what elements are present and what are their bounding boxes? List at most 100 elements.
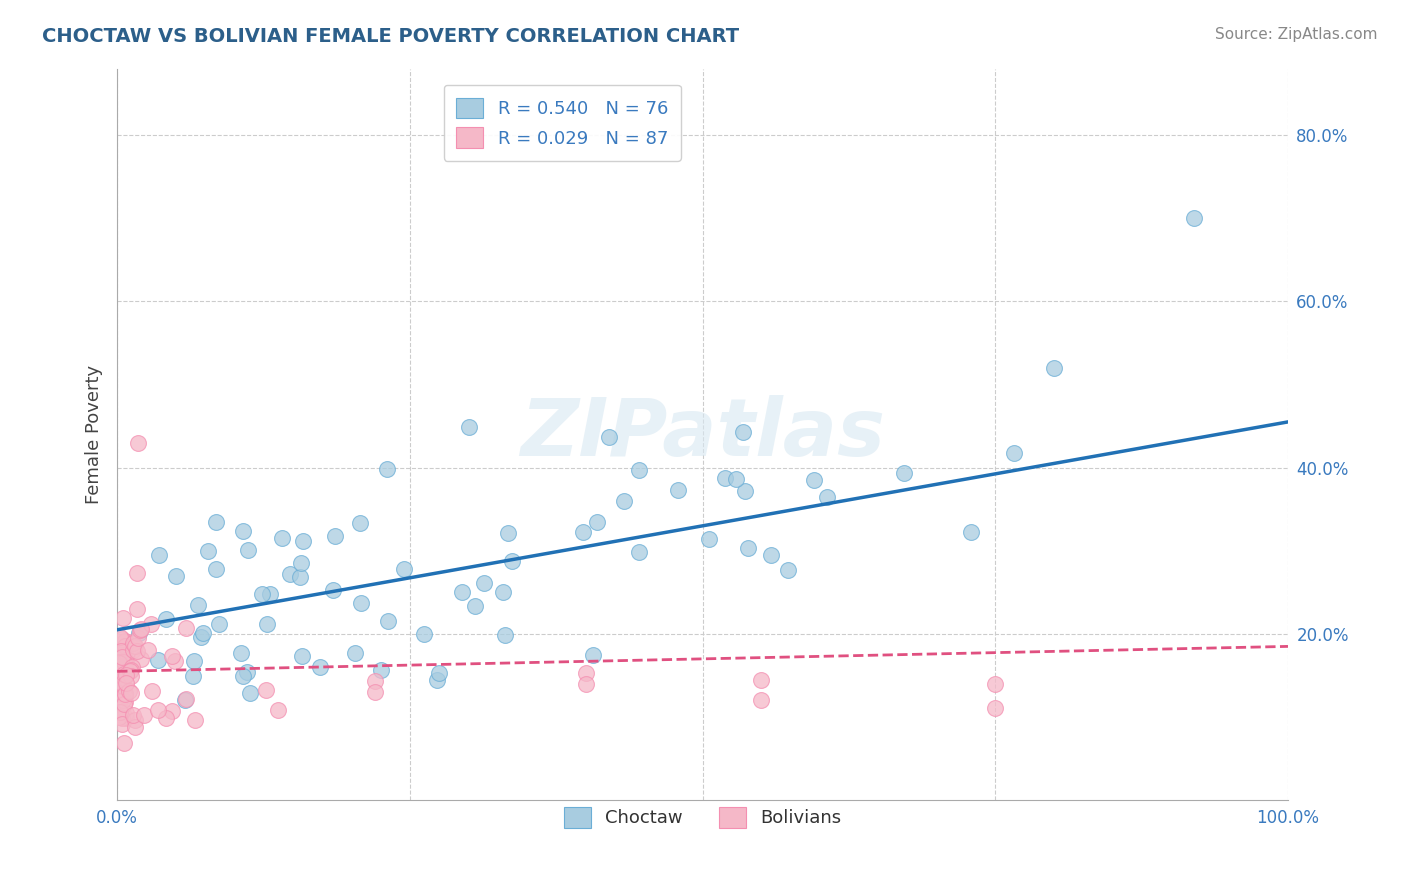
Point bbox=[322, 582, 344, 597]
Point bbox=[1182, 211, 1205, 226]
Point bbox=[129, 622, 152, 636]
Point bbox=[112, 671, 135, 685]
Point bbox=[427, 666, 450, 681]
Point bbox=[120, 663, 142, 677]
Point bbox=[464, 599, 486, 613]
Point bbox=[108, 682, 131, 697]
Point bbox=[112, 610, 135, 624]
Point bbox=[111, 711, 134, 725]
Point bbox=[111, 667, 134, 681]
Point bbox=[278, 566, 301, 581]
Point bbox=[108, 674, 131, 689]
Point bbox=[124, 720, 146, 734]
Text: CHOCTAW VS BOLIVIAN FEMALE POVERTY CORRELATION CHART: CHOCTAW VS BOLIVIAN FEMALE POVERTY CORRE… bbox=[42, 27, 740, 45]
Point bbox=[893, 466, 915, 480]
Point bbox=[501, 554, 523, 568]
Point bbox=[146, 653, 169, 667]
Point bbox=[115, 668, 138, 682]
Point bbox=[108, 676, 131, 690]
Point bbox=[114, 634, 136, 648]
Point bbox=[115, 676, 138, 690]
Point bbox=[138, 642, 160, 657]
Point bbox=[111, 632, 134, 647]
Point bbox=[749, 693, 772, 707]
Point bbox=[108, 710, 131, 724]
Point bbox=[231, 646, 253, 660]
Point bbox=[254, 683, 277, 698]
Point bbox=[114, 686, 136, 700]
Legend: Choctaw, Bolivians: Choctaw, Bolivians bbox=[557, 800, 849, 835]
Point bbox=[111, 649, 134, 664]
Point bbox=[165, 654, 187, 668]
Point bbox=[121, 660, 143, 674]
Point bbox=[323, 529, 346, 543]
Point bbox=[120, 665, 142, 679]
Point bbox=[413, 627, 436, 641]
Point bbox=[132, 707, 155, 722]
Point bbox=[124, 713, 146, 727]
Point bbox=[111, 662, 134, 676]
Point bbox=[1002, 446, 1025, 460]
Point bbox=[628, 545, 651, 559]
Point bbox=[112, 679, 135, 693]
Point bbox=[114, 660, 136, 674]
Point bbox=[494, 628, 516, 642]
Point bbox=[451, 584, 474, 599]
Point bbox=[713, 471, 735, 485]
Point bbox=[127, 631, 149, 645]
Point bbox=[208, 617, 231, 632]
Point bbox=[125, 566, 148, 580]
Point bbox=[107, 655, 129, 669]
Point bbox=[165, 568, 187, 582]
Point bbox=[148, 703, 170, 717]
Point bbox=[737, 541, 759, 555]
Point bbox=[697, 533, 720, 547]
Point bbox=[375, 462, 398, 476]
Point bbox=[129, 624, 152, 638]
Point bbox=[290, 570, 312, 584]
Point bbox=[114, 695, 136, 709]
Point bbox=[122, 636, 145, 650]
Point bbox=[107, 673, 129, 687]
Point bbox=[108, 655, 131, 669]
Point bbox=[364, 674, 387, 689]
Point bbox=[107, 656, 129, 670]
Point bbox=[197, 544, 219, 558]
Text: Source: ZipAtlas.com: Source: ZipAtlas.com bbox=[1215, 27, 1378, 42]
Point bbox=[759, 548, 782, 562]
Point bbox=[364, 685, 387, 699]
Point bbox=[111, 667, 134, 681]
Point bbox=[259, 587, 281, 601]
Point bbox=[155, 612, 177, 626]
Point bbox=[232, 524, 254, 538]
Point bbox=[370, 663, 392, 677]
Point bbox=[778, 563, 800, 577]
Point bbox=[129, 652, 152, 666]
Point bbox=[112, 666, 135, 681]
Point bbox=[184, 713, 207, 727]
Point bbox=[984, 700, 1007, 714]
Point bbox=[174, 691, 197, 706]
Point bbox=[586, 515, 609, 529]
Point bbox=[725, 472, 748, 486]
Point bbox=[598, 429, 620, 443]
Point bbox=[582, 648, 605, 662]
Point bbox=[666, 483, 689, 497]
Point bbox=[174, 621, 197, 635]
Point bbox=[148, 548, 170, 562]
Point bbox=[108, 630, 131, 644]
Point bbox=[160, 704, 183, 718]
Point bbox=[108, 652, 131, 666]
Point bbox=[627, 463, 650, 477]
Point bbox=[114, 706, 136, 720]
Point bbox=[114, 645, 136, 659]
Point bbox=[139, 616, 162, 631]
Point bbox=[959, 525, 981, 540]
Point bbox=[491, 584, 513, 599]
Point bbox=[115, 711, 138, 725]
Point bbox=[232, 669, 254, 683]
Point bbox=[815, 490, 838, 504]
Point bbox=[155, 710, 177, 724]
Point bbox=[114, 690, 136, 704]
Point bbox=[114, 664, 136, 678]
